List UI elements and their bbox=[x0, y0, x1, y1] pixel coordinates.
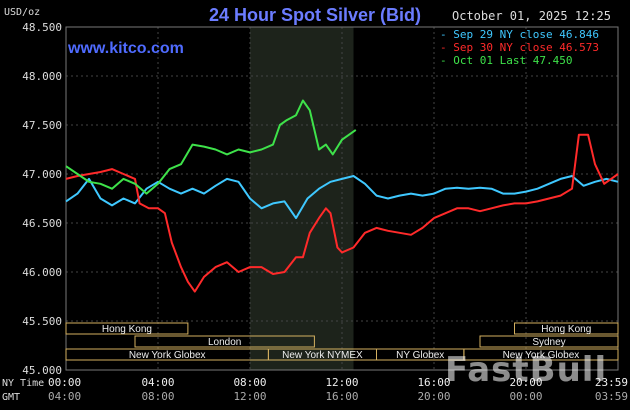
x-tick-label: 23:59 bbox=[595, 376, 628, 389]
y-tick-label: 46.000 bbox=[22, 266, 62, 279]
unit-label: USD/oz bbox=[4, 7, 41, 18]
legend-entry: - Sep 29 NY close 46.846 bbox=[440, 28, 599, 41]
session-bar bbox=[463, 348, 619, 361]
session-bar bbox=[514, 322, 619, 335]
series-line-1 bbox=[65, 133, 619, 293]
y-tick-label: 47.000 bbox=[22, 168, 62, 181]
y-tick-label: 48.000 bbox=[22, 70, 62, 83]
session-bar bbox=[65, 322, 189, 335]
y-tick-label: 47.500 bbox=[22, 119, 62, 132]
x-tick-label: 00:00 bbox=[509, 390, 542, 403]
watermark: FastBull bbox=[445, 350, 608, 390]
x-tick-label: 00:00 bbox=[48, 376, 81, 389]
plot-border bbox=[65, 26, 619, 371]
session-label: New York Globex bbox=[503, 350, 580, 361]
session-label: Hong Kong bbox=[102, 324, 152, 335]
x-tick-label: 16:00 bbox=[325, 390, 358, 403]
y-tick-label: 48.500 bbox=[22, 21, 62, 34]
legend-entry: - Oct 01 Last 47.450 bbox=[440, 54, 572, 67]
x-axis-row-label: NY Time bbox=[2, 378, 44, 389]
x-tick-label: 12:00 bbox=[233, 390, 266, 403]
y-tick-label: 45.500 bbox=[22, 315, 62, 328]
y-tick-label: 46.500 bbox=[22, 217, 62, 230]
x-tick-label: 12:00 bbox=[325, 376, 358, 389]
x-axis-row-label: GMT bbox=[2, 392, 20, 403]
session-label: Hong Kong bbox=[541, 324, 591, 335]
series-line-2 bbox=[65, 99, 357, 195]
x-tick-label: 04:00 bbox=[48, 390, 81, 403]
x-tick-label: 03:59 bbox=[595, 390, 628, 403]
x-tick-label: 16:00 bbox=[417, 376, 450, 389]
session-bar bbox=[479, 335, 619, 348]
site-link[interactable]: www.kitco.com bbox=[68, 40, 184, 57]
session-label: Sydney bbox=[532, 337, 565, 348]
chart-title: 24 Hour Spot Silver (Bid) bbox=[208, 5, 422, 25]
legend-entry: - Sep 30 NY close 46.573 bbox=[440, 41, 599, 54]
x-tick-label: 20:00 bbox=[417, 390, 450, 403]
series-line-0 bbox=[65, 175, 619, 220]
session-label: New York Globex bbox=[129, 350, 206, 361]
session-label: New York NYMEX bbox=[282, 350, 363, 361]
x-tick-label: 08:00 bbox=[141, 390, 174, 403]
session-bar bbox=[134, 335, 315, 348]
session-label: NY Globex bbox=[396, 350, 444, 361]
x-tick-label: 04:00 bbox=[141, 376, 174, 389]
y-tick-label: 45.000 bbox=[22, 364, 62, 377]
session-label: London bbox=[208, 337, 241, 348]
timestamp: October 01, 2025 12:25 bbox=[452, 9, 611, 23]
x-tick-label: 20:00 bbox=[509, 376, 542, 389]
x-tick-label: 08:00 bbox=[233, 376, 266, 389]
nymex-highlight bbox=[250, 27, 354, 370]
